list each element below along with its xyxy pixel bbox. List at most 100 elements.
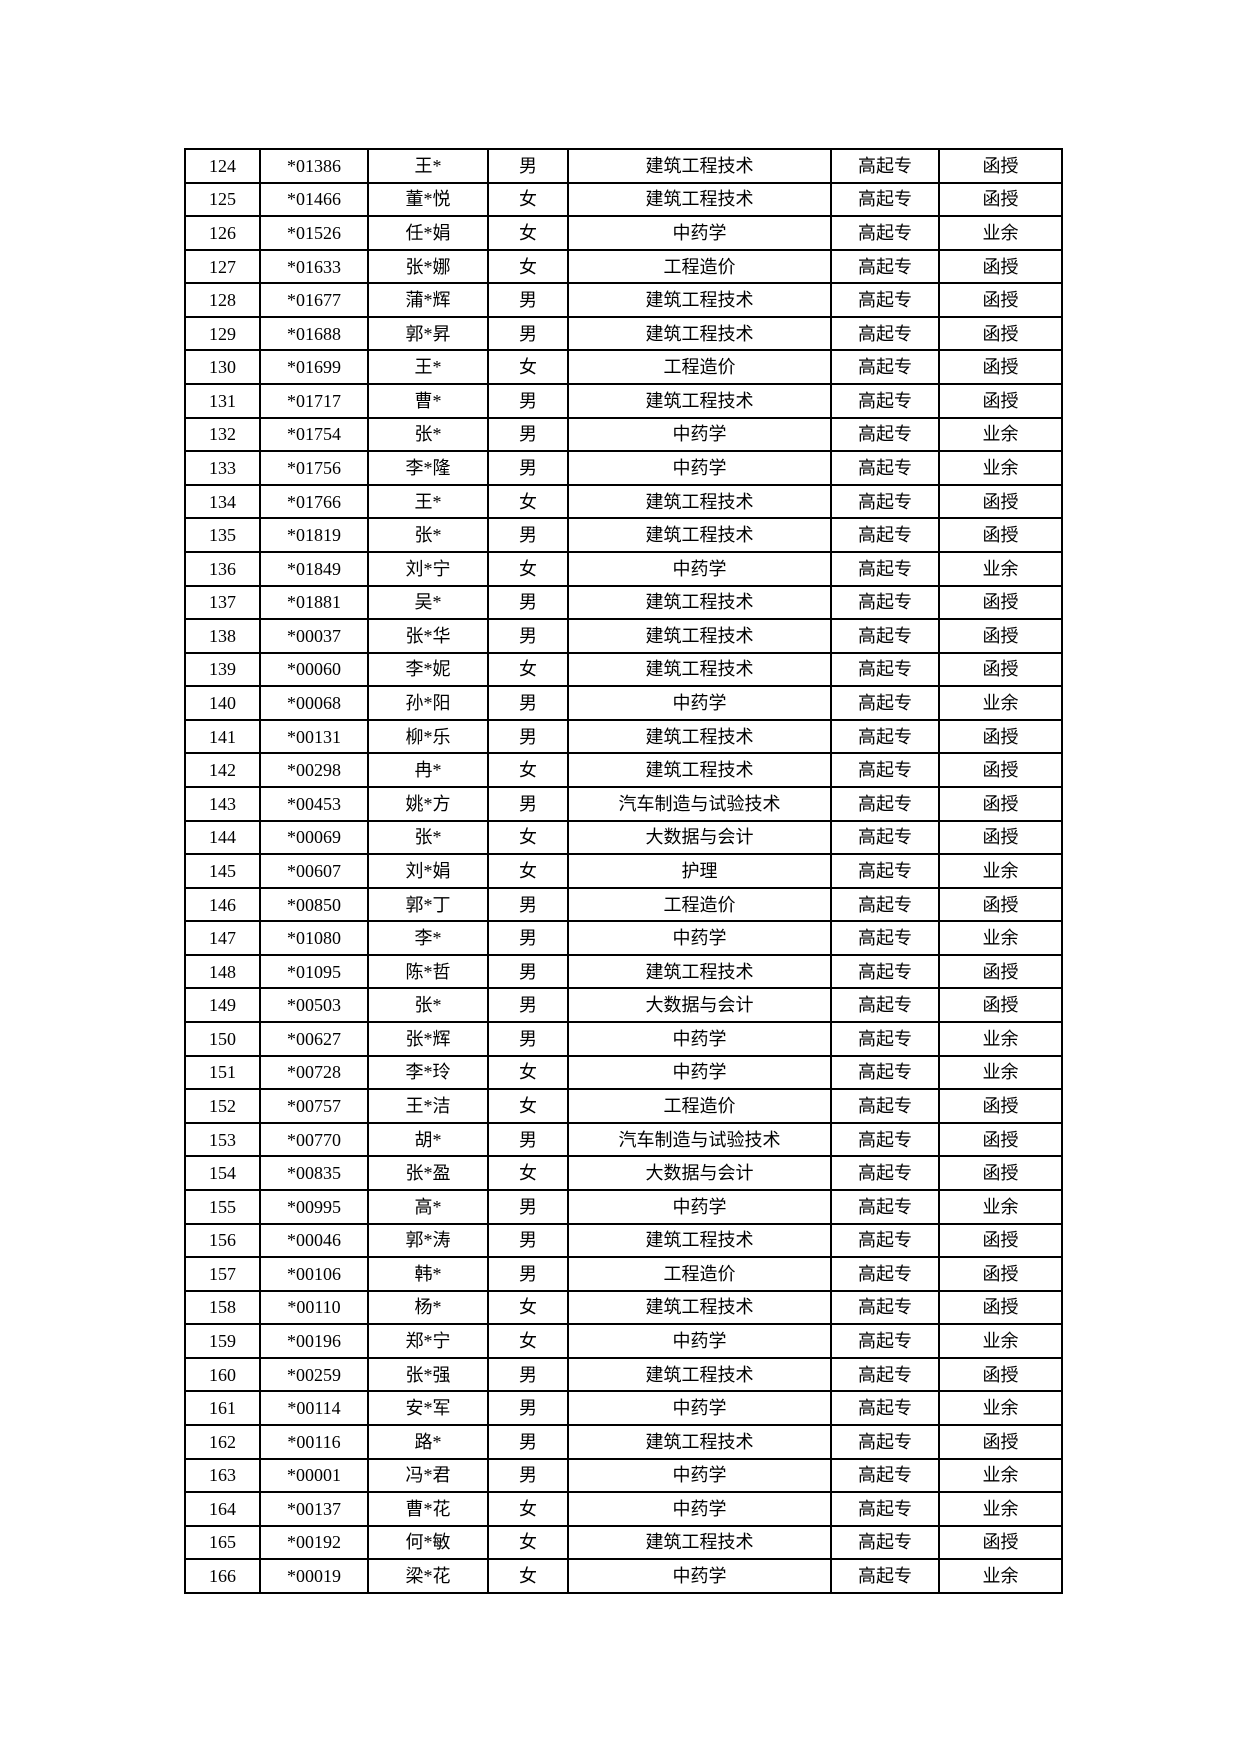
seq-cell: 142	[184, 752, 261, 788]
seq-cell: 128	[184, 282, 261, 318]
seq-cell: 130	[184, 349, 261, 386]
table-row: 151 *00728 李*玲女中药学 高起专 业余	[184, 1054, 1063, 1091]
major-cell: 中药学	[567, 1323, 832, 1359]
exam-no-cell: *00037	[259, 618, 369, 654]
gender-cell: 女	[487, 1088, 569, 1124]
level-cell: 高起专	[830, 1457, 940, 1494]
gender-cell: 女	[487, 1323, 569, 1359]
major-cell: 中药学	[567, 416, 832, 453]
table-row: 163 *00001 冯*君男中药学 高起专 业余	[184, 1457, 1063, 1494]
seq-cell: 125	[184, 181, 261, 218]
gender-cell: 男	[487, 1423, 569, 1460]
gender-cell: 男	[487, 383, 569, 419]
level-cell: 高起专	[830, 1021, 940, 1057]
name-cell: 李*妮	[367, 651, 489, 688]
exam-no-cell: *01699	[259, 349, 369, 386]
name-cell: 吴*	[367, 584, 489, 621]
table-row: 159 *00196 郑*宁女中药学 高起专 业余	[184, 1323, 1063, 1359]
level-cell: 高起专	[830, 383, 940, 419]
exam-no-cell: *01688	[259, 315, 369, 352]
table-row: 139 *00060 李*妮女建筑工程技术 高起专 函授	[184, 651, 1063, 688]
seq-cell: 163	[184, 1457, 261, 1494]
name-cell: 张*	[367, 416, 489, 453]
gender-cell: 男	[487, 987, 569, 1024]
study-mode-cell: 函授	[938, 1256, 1063, 1292]
name-cell: 韩*	[367, 1256, 489, 1292]
name-cell: 姚*方	[367, 785, 489, 822]
study-mode-cell: 业余	[938, 1323, 1063, 1359]
level-cell: 高起专	[830, 752, 940, 788]
level-cell: 高起专	[830, 483, 940, 520]
gender-cell: 女	[487, 1491, 569, 1527]
major-cell: 中药学	[567, 685, 832, 721]
seq-cell: 134	[184, 483, 261, 520]
level-cell: 高起专	[830, 1188, 940, 1225]
major-cell: 中药学	[567, 1188, 832, 1225]
study-mode-cell: 函授	[938, 1423, 1063, 1460]
level-cell: 高起专	[830, 819, 940, 856]
level-cell: 高起专	[830, 853, 940, 889]
name-cell: 王*	[367, 349, 489, 386]
level-cell: 高起专	[830, 651, 940, 688]
gender-cell: 女	[487, 1054, 569, 1091]
exam-no-cell: *00259	[259, 1356, 369, 1393]
seq-cell: 143	[184, 785, 261, 822]
level-cell: 高起专	[830, 1390, 940, 1426]
level-cell: 高起专	[830, 550, 940, 587]
gender-cell: 男	[487, 1457, 569, 1494]
major-cell: 中药学	[567, 1457, 832, 1494]
table-row: 149 *00503 张* 男大数据与会计 高起专 函授	[184, 987, 1063, 1024]
name-cell: 曹*花	[367, 1491, 489, 1527]
study-mode-cell: 函授	[938, 785, 1063, 822]
gender-cell: 男	[487, 416, 569, 453]
gender-cell: 女	[487, 483, 569, 520]
major-cell: 建筑工程技术	[567, 315, 832, 352]
seq-cell: 129	[184, 315, 261, 352]
level-cell: 高起专	[830, 181, 940, 218]
name-cell: 李*隆	[367, 450, 489, 486]
major-cell: 大数据与会计	[567, 819, 832, 856]
exam-no-cell: *01881	[259, 584, 369, 621]
seq-cell: 158	[184, 1289, 261, 1326]
table-row: 140 *00068 孙*阳男中药学 高起专 业余	[184, 685, 1063, 721]
study-mode-cell: 业余	[938, 550, 1063, 587]
level-cell: 高起专	[830, 1356, 940, 1393]
exam-no-cell: *00114	[259, 1390, 369, 1426]
table-row: 126 *01526 任*娟女中药学 高起专 业余	[184, 215, 1063, 251]
name-cell: 李*玲	[367, 1054, 489, 1091]
exam-no-cell: *01849	[259, 550, 369, 587]
name-cell: 刘*宁	[367, 550, 489, 587]
study-mode-cell: 业余	[938, 1390, 1063, 1426]
gender-cell: 男	[487, 718, 569, 755]
name-cell: 张*	[367, 819, 489, 856]
level-cell: 高起专	[830, 215, 940, 251]
study-mode-cell: 函授	[938, 886, 1063, 923]
level-cell: 高起专	[830, 1088, 940, 1124]
name-cell: 王*洁	[367, 1088, 489, 1124]
name-cell: 曹*	[367, 383, 489, 419]
name-cell: 张*娜	[367, 248, 489, 285]
study-mode-cell: 函授	[938, 953, 1063, 990]
major-cell: 建筑工程技术	[567, 651, 832, 688]
seq-cell: 155	[184, 1188, 261, 1225]
study-mode-cell: 函授	[938, 718, 1063, 755]
table-row: 165 *00192 何*敏女建筑工程技术 高起专 函授	[184, 1524, 1063, 1561]
major-cell: 中药学	[567, 1558, 832, 1594]
table-row: 131 *01717 曹* 男建筑工程技术 高起专 函授	[184, 383, 1063, 419]
exam-no-cell: *00116	[259, 1423, 369, 1460]
student-table-body: 124 *01386 王* 男建筑工程技术 高起专 函授 125 *01466 董*悦女建筑工程…	[184, 148, 1063, 1594]
major-cell: 建筑工程技术	[567, 483, 832, 520]
name-cell: 王*	[367, 148, 489, 184]
major-cell: 建筑工程技术	[567, 752, 832, 788]
exam-no-cell: *01754	[259, 416, 369, 453]
study-mode-cell: 函授	[938, 383, 1063, 419]
study-mode-cell: 业余	[938, 920, 1063, 956]
level-cell: 高起专	[830, 1256, 940, 1292]
study-mode-cell: 函授	[938, 248, 1063, 285]
exam-no-cell: *00995	[259, 1188, 369, 1225]
gender-cell: 男	[487, 315, 569, 352]
seq-cell: 131	[184, 383, 261, 419]
study-mode-cell: 函授	[938, 181, 1063, 218]
level-cell: 高起专	[830, 1423, 940, 1460]
exam-no-cell: *00060	[259, 651, 369, 688]
